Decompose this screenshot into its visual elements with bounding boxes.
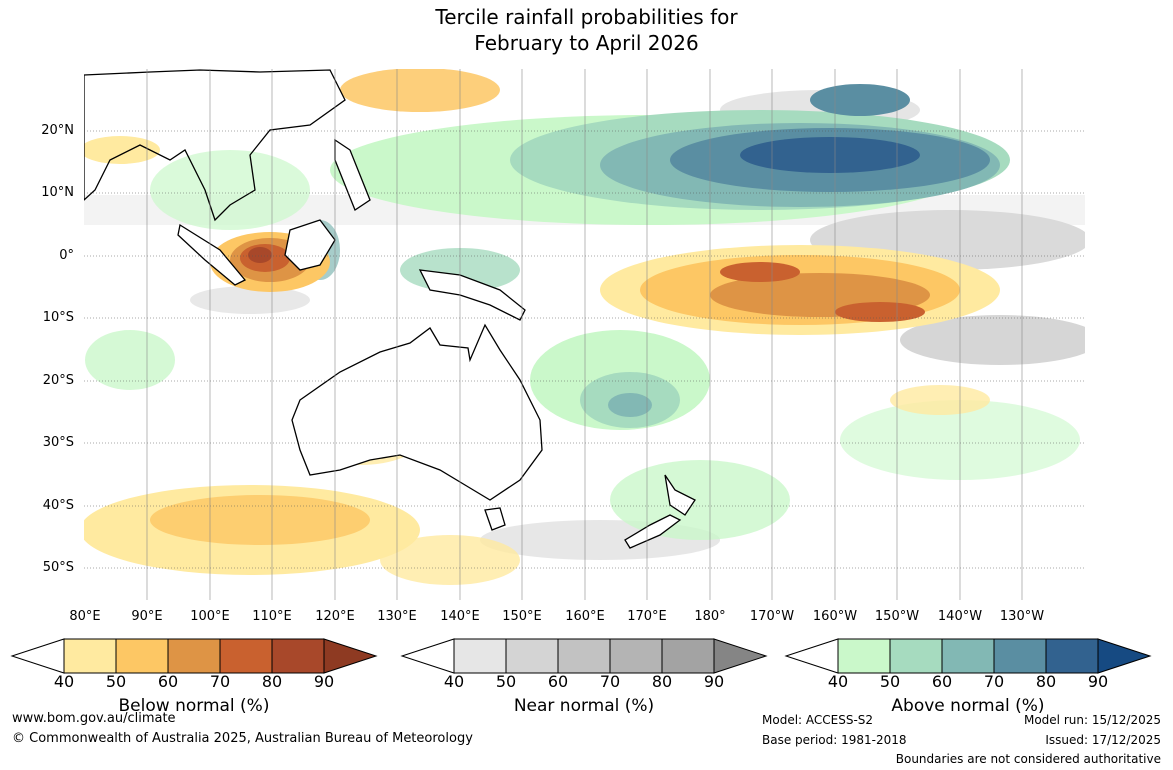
borneo-outline — [284, 219, 336, 271]
lat-label-30s: 30°S — [42, 435, 74, 450]
lon-label-150w: 150°W — [874, 609, 920, 624]
boundaries-disclaimer: Boundaries are not considered authoritat… — [895, 752, 1161, 766]
below-tick-70: 70 — [209, 672, 231, 691]
new-guinea-outline — [418, 269, 526, 321]
below-tick-50: 50 — [105, 672, 127, 691]
asia-mainland-outline — [84, 69, 346, 222]
lon-label-150e: 150°E — [502, 609, 542, 624]
lon-label-110e: 110°E — [252, 609, 292, 624]
graticule — [84, 130, 1085, 569]
near-tick-50: 50 — [495, 672, 517, 691]
above-tick-60: 60 — [931, 672, 953, 691]
above-tick-50: 50 — [879, 672, 901, 691]
above-tick-90: 90 — [1087, 672, 1109, 691]
website-link[interactable]: www.bom.gov.au/climate — [12, 711, 176, 726]
near-tick-90: 90 — [703, 672, 725, 691]
near-normal-title: Near normal (%) — [513, 696, 655, 716]
title-line-1: Tercile rainfall probabilities for — [435, 5, 738, 29]
lon-label-180: 180° — [694, 609, 726, 624]
tasmania-outline — [484, 507, 506, 531]
lon-label-120e: 120°E — [315, 609, 355, 624]
lon-label-130w: 130°W — [999, 609, 1045, 624]
colorbar-below-normal — [10, 638, 378, 674]
lat-label-20n: 20°N — [41, 123, 74, 138]
lat-label-50s: 50°S — [42, 560, 74, 575]
below-normal-title: Below normal (%) — [118, 696, 270, 716]
above-normal-title: Above normal (%) — [891, 696, 1045, 716]
near-tick-80: 80 — [651, 672, 673, 691]
sumatra-outline — [177, 223, 247, 286]
lon-label-100e: 100°E — [190, 609, 230, 624]
coastlines — [84, 69, 696, 549]
lat-label-20s: 20°S — [42, 373, 74, 388]
lon-label-160e: 160°E — [565, 609, 605, 624]
lon-label-80e: 80°E — [69, 609, 101, 624]
below-tick-90: 90 — [313, 672, 335, 691]
lon-label-140w: 140°W — [937, 609, 983, 624]
lon-label-90e: 90°E — [131, 609, 163, 624]
nz-north-outline — [664, 474, 696, 516]
copyright-text: © Commonwealth of Australia 2025, Austra… — [12, 731, 473, 746]
below-tick-60: 60 — [157, 672, 179, 691]
map-title: Tercile rainfall probabilities for Febru… — [0, 4, 1173, 56]
philippines-outline — [334, 138, 371, 211]
lon-label-130e: 130°E — [377, 609, 417, 624]
title-line-2: February to April 2026 — [474, 31, 699, 55]
nz-south-outline — [624, 514, 682, 549]
model-run-date: Model run: 15/12/2025 — [1023, 713, 1161, 727]
above-tick-40: 40 — [827, 672, 849, 691]
near-tick-70: 70 — [599, 672, 621, 691]
meridians — [146, 69, 1023, 600]
above-normal-patches — [85, 84, 1080, 540]
lat-label-10n: 10°N — [41, 185, 74, 200]
lat-label-10s: 10°S — [42, 310, 74, 325]
map-plot-area — [84, 69, 1085, 600]
above-tick-70: 70 — [983, 672, 1005, 691]
lat-label-40s: 40°S — [42, 498, 74, 513]
below-tick-40: 40 — [53, 672, 75, 691]
colorbar-above-normal — [784, 638, 1152, 674]
model-name: Model: ACCESS-S2 — [762, 713, 874, 727]
lon-label-140e: 140°E — [440, 609, 480, 624]
near-tick-40: 40 — [443, 672, 465, 691]
near-tick-60: 60 — [547, 672, 569, 691]
below-tick-80: 80 — [261, 672, 283, 691]
issued-date: Issued: 17/12/2025 — [1045, 733, 1161, 747]
above-tick-80: 80 — [1035, 672, 1057, 691]
lon-label-170w: 170°W — [749, 609, 795, 624]
lon-label-160w: 160°W — [812, 609, 858, 624]
base-period: Base period: 1981-2018 — [762, 733, 907, 747]
lon-label-170e: 170°E — [627, 609, 667, 624]
colorbar-near-normal — [400, 638, 768, 674]
lat-label-0: 0° — [59, 248, 74, 263]
